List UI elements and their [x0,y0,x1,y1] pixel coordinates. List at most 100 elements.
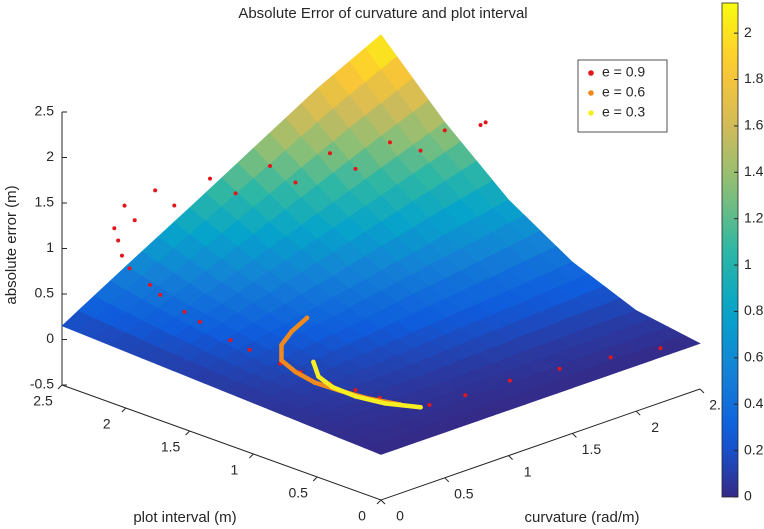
y-tick-label: 2.5 [33,393,53,409]
z-tick-label: 0 [46,330,54,346]
data-point [478,123,483,128]
data-point [293,180,298,185]
z-axis-label: absolute error (m) [3,185,20,304]
legend: e = 0.9 e = 0.6 e = 0.3 [577,59,668,133]
colorbar-tick-label: 1.2 [744,209,764,225]
colorbar-tick-label: 2 [744,24,752,40]
data-point [148,282,153,287]
data-point [312,380,317,385]
data-point [279,342,284,348]
y-tick-label: 0 [358,508,366,524]
surface-patch [364,442,398,455]
data-point [418,148,423,153]
x-tick-label: 1.5 [582,441,602,457]
x-tick [572,433,577,438]
colorbar-tick-label: 0.2 [744,441,764,457]
data-point [172,203,177,208]
data-point [353,394,358,399]
colorbar-tick-label: 0.6 [744,349,764,365]
x-tick [699,388,705,394]
data-point [304,315,310,321]
y-tick [312,476,318,482]
data-point [427,403,432,408]
data-point [608,355,613,360]
colorbar-tick-label: 1.4 [744,163,764,179]
x-tick [444,477,450,483]
z-tick-label: -0.5 [30,376,54,392]
series [112,120,663,408]
data-point [208,176,213,181]
x-tick [380,499,386,505]
colorbar-tick-label: 0.4 [744,395,764,411]
data-point [228,338,233,343]
y-tick [121,407,127,413]
x-tick-label: 2 [651,419,659,435]
data-point [463,393,468,398]
x-axis-label: curvature (rad/m) [524,509,639,526]
z-tick-label: 1 [46,239,54,255]
data-point [112,226,117,231]
data-point [127,266,132,271]
legend-marker [588,90,594,96]
data-point [311,359,316,365]
data-point [507,378,512,383]
y-tick [249,453,254,459]
data-point [293,369,298,375]
y-axis-label: plot interval (m) [133,509,236,526]
z-tick-label: 1.5 [35,194,55,210]
x-tick [508,455,513,460]
colorbar-tick-label: 0.8 [744,302,764,318]
x-tick [635,410,641,416]
colorbar-tick-label: 1 [744,256,752,272]
z-tick-label: 2 [46,148,54,164]
y-tick [185,430,190,436]
legend-label: e = 0.3 [602,104,645,120]
z-tick-label: 0.5 [35,285,55,301]
data-point [330,384,335,390]
y-tick-label: 1 [231,462,239,478]
series-line [311,359,423,410]
legend-marker [588,70,594,76]
data-point [353,166,358,171]
data-point [233,191,238,196]
data-point [197,319,202,324]
data-point [267,163,272,168]
data-point [382,401,388,406]
data-point [483,120,488,125]
data-point [327,151,332,156]
y-tick-label: 0.5 [288,485,308,501]
colorbar [721,2,739,498]
colorbar-tick-label: 1.8 [744,70,764,86]
y-tick-label: 1.5 [161,439,181,455]
colorbar-tick-label: 1.6 [744,117,764,133]
y-tick [57,384,63,390]
surface [61,34,701,455]
data-point [557,366,562,371]
data-point [658,346,663,351]
data-point [158,292,163,297]
data-point [279,358,284,363]
data-point [132,218,137,223]
data-point [182,309,187,314]
x-tick-label: 0 [396,508,404,524]
z-tick-label: 2.5 [35,103,55,119]
data-point [353,388,358,393]
data-point [387,140,392,145]
data-point [316,374,321,379]
data-point [153,188,158,193]
y-tick [376,499,382,505]
data-point [418,404,423,410]
legend-label: e = 0.6 [602,84,645,100]
data-point [247,347,252,352]
data-point [119,253,124,258]
data-point [289,329,294,334]
data-point [442,128,447,133]
legend-marker [588,110,594,116]
series [311,359,423,410]
x-tick-label: 1 [524,463,532,479]
x-tick-label: 0.5 [454,486,474,502]
colorbar-tick-label: 0 [744,488,752,504]
data-point [116,238,121,243]
data-point [122,203,127,208]
